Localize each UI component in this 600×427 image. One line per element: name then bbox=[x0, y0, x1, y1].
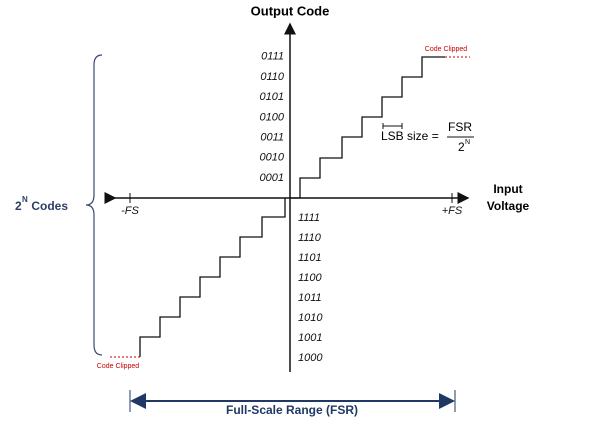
codes-base: 2 bbox=[15, 199, 22, 213]
lsb-denominator-exp: N bbox=[465, 139, 470, 146]
code-label: 0001 bbox=[260, 172, 284, 184]
code-label: 0100 bbox=[260, 111, 285, 123]
codes-label: Codes bbox=[28, 199, 68, 213]
staircase-negative bbox=[139, 198, 286, 357]
code-label: 0101 bbox=[260, 91, 284, 103]
clip-label: Code Clipped bbox=[97, 363, 140, 370]
codes-exp: N bbox=[22, 195, 28, 204]
code-label: 1011 bbox=[298, 292, 322, 304]
code-label: 1100 bbox=[298, 272, 323, 284]
staircase-positive bbox=[290, 56, 445, 199]
code-label: 1101 bbox=[298, 252, 322, 264]
code-label: 1110 bbox=[298, 232, 322, 244]
clip-label: Code Clipped bbox=[425, 46, 468, 53]
x-label: Voltage bbox=[487, 199, 530, 213]
title: Output Code bbox=[251, 3, 330, 18]
code-label: 0111 bbox=[261, 51, 284, 63]
x-label: Input bbox=[493, 182, 522, 196]
neg-fs: -FS bbox=[121, 205, 139, 217]
lsb-numerator: FSR bbox=[448, 120, 472, 134]
code-label: 1001 bbox=[298, 332, 322, 344]
code-label: 1111 bbox=[298, 212, 320, 224]
code-label: 0110 bbox=[260, 71, 285, 83]
code-label: 1000 bbox=[298, 352, 323, 364]
lsb-label: LSB size = bbox=[381, 129, 439, 143]
code-label: 1010 bbox=[298, 312, 323, 324]
brace bbox=[85, 54, 103, 356]
lsb-denominator: 2 bbox=[458, 140, 465, 154]
range-label: Full-Scale Range (FSR) bbox=[226, 403, 358, 417]
code-label: 0011 bbox=[260, 132, 284, 144]
pos-fs: +FS bbox=[442, 205, 463, 217]
code-label: 0010 bbox=[260, 152, 285, 164]
